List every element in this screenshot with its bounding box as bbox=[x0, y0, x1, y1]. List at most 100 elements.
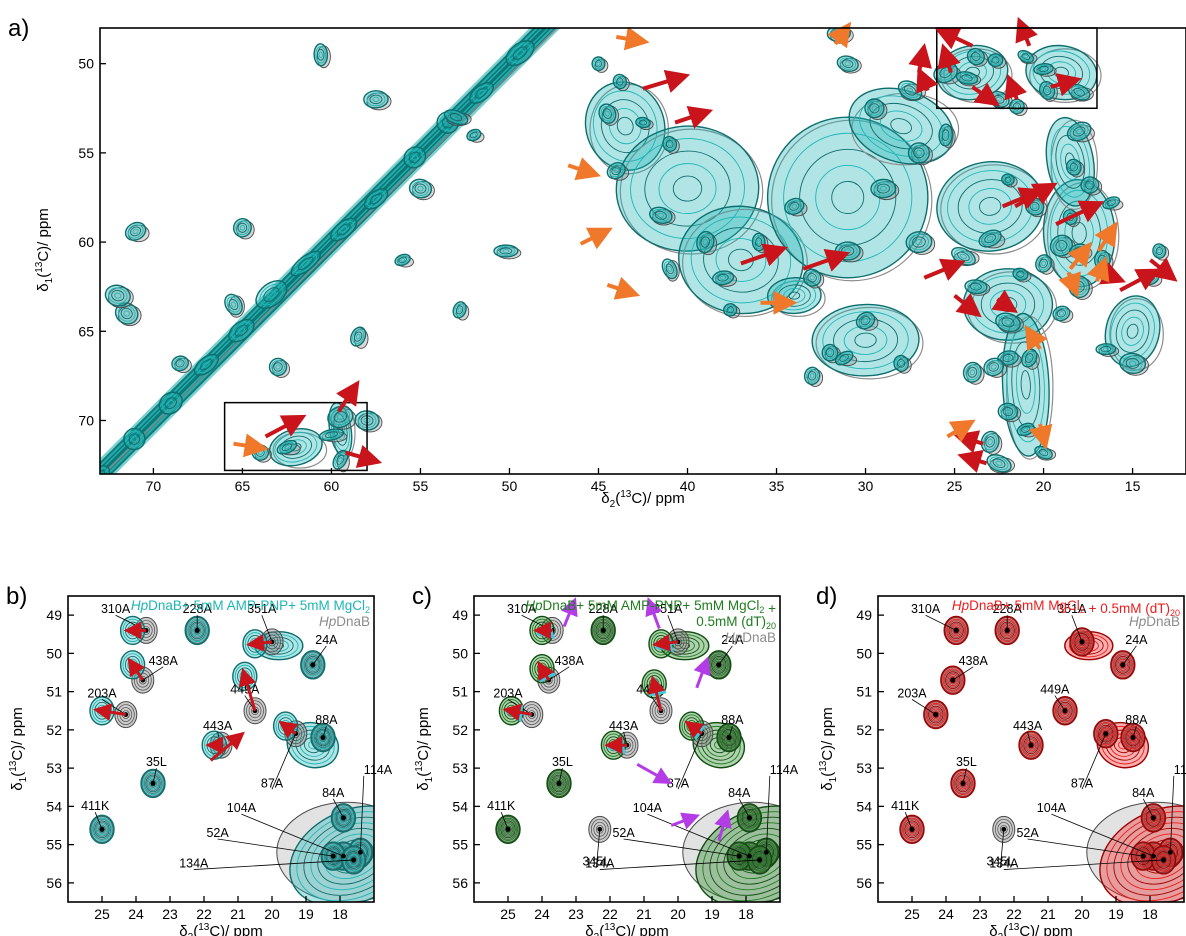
reference-contour bbox=[682, 208, 808, 318]
legend-entry: HpDnaB+ 5mM AMP-PNP+ 5mM MgCl2 + bbox=[525, 598, 776, 616]
x-axis-label-c: δ2(13C)/ ppm bbox=[585, 922, 668, 936]
cross-peak bbox=[1080, 176, 1100, 194]
assignment-label: 52A bbox=[612, 826, 635, 840]
reference-contour bbox=[815, 306, 924, 380]
x-tick-label: 24 bbox=[128, 906, 144, 922]
assignment-leader bbox=[766, 775, 771, 853]
assignment-leader bbox=[647, 813, 750, 857]
cross-peak bbox=[995, 312, 1021, 333]
cross-peak bbox=[784, 197, 805, 215]
cross-peak bbox=[955, 71, 979, 85]
red-arrow bbox=[674, 106, 714, 129]
y-axis-label-a: δ1(13C)/ ppm bbox=[34, 208, 55, 291]
peak-marker bbox=[1103, 731, 1109, 737]
cross-peak bbox=[997, 350, 1019, 366]
x-tick-label: 25 bbox=[94, 906, 110, 922]
assignment-leader bbox=[911, 699, 937, 715]
spectrum-d bbox=[899, 615, 1184, 902]
assignment-label: 114A bbox=[364, 763, 393, 777]
plot-frame-a bbox=[99, 27, 1186, 475]
assignment-label: 87A bbox=[1071, 776, 1094, 790]
cross-peak bbox=[1119, 352, 1147, 375]
assignment-label: 443A bbox=[1013, 719, 1043, 733]
red-arrow bbox=[1055, 200, 1105, 227]
red-arrow bbox=[1001, 187, 1044, 210]
assignment-leader bbox=[322, 726, 327, 738]
x-tick-label: 25 bbox=[904, 906, 920, 922]
assignment-label: 134A bbox=[179, 857, 209, 871]
panel-label-c: c) bbox=[412, 583, 432, 610]
x-tick-label: 24 bbox=[938, 906, 954, 922]
cross-peak bbox=[1094, 249, 1111, 271]
peak-marker bbox=[757, 857, 762, 863]
cross-peak bbox=[1052, 305, 1071, 322]
assignment-leader bbox=[962, 768, 967, 784]
assignment-leader bbox=[142, 666, 164, 681]
assignment-leader bbox=[261, 615, 273, 643]
x-tick-label: 19 bbox=[704, 906, 720, 922]
assignment-label: 203A bbox=[493, 686, 523, 700]
y-tick-label: 52 bbox=[46, 722, 62, 738]
assignment-leader bbox=[152, 768, 157, 784]
assignment-label: 438A bbox=[149, 654, 179, 668]
cross-peak bbox=[978, 229, 1002, 248]
cross-peak bbox=[591, 56, 606, 72]
assignment-leader bbox=[217, 838, 334, 857]
red-arrow bbox=[238, 667, 257, 712]
orange-arrow bbox=[1094, 221, 1118, 253]
x-tick-label: 23 bbox=[568, 906, 584, 922]
assignment-label: 24A bbox=[1125, 633, 1148, 647]
red-arrow bbox=[647, 675, 666, 712]
cross-peak bbox=[661, 258, 678, 280]
assignment-leader bbox=[904, 812, 913, 830]
x-tick-label: 18 bbox=[1142, 906, 1158, 922]
red-arrow bbox=[127, 657, 146, 681]
magenta-arrow bbox=[645, 597, 663, 630]
assignment-label: 35L bbox=[552, 755, 573, 769]
assignment-leader bbox=[623, 838, 740, 857]
red-arrow bbox=[1015, 16, 1038, 47]
reference-contour bbox=[771, 280, 826, 318]
y-tick-label: 52 bbox=[856, 722, 872, 738]
assignment-leader bbox=[500, 812, 509, 830]
orange-arrow bbox=[1024, 324, 1048, 352]
cross-peak bbox=[905, 231, 933, 254]
assignment-leader bbox=[596, 829, 601, 868]
y-tick-label: 55 bbox=[78, 145, 94, 161]
cross-peak bbox=[363, 90, 389, 109]
assignment-label: 24A bbox=[315, 633, 338, 647]
peak-marker bbox=[1001, 826, 1007, 832]
assignment-label: 310A bbox=[911, 602, 941, 616]
peak-marker bbox=[597, 826, 603, 832]
assignment-leader bbox=[241, 813, 344, 857]
panel-label-b: b) bbox=[6, 583, 27, 610]
cross-peak bbox=[124, 221, 147, 241]
x-tick-label: 50 bbox=[502, 478, 518, 494]
x-tick-label: 35 bbox=[769, 478, 785, 494]
orange-arrow bbox=[606, 276, 641, 300]
assignment-label: 228A bbox=[589, 602, 619, 616]
legend-entry: 0.5mM (dT)20 bbox=[696, 614, 776, 631]
orange-arrow bbox=[233, 433, 269, 458]
x-tick-label: 45 bbox=[591, 478, 607, 494]
magenta-arrow bbox=[693, 656, 711, 689]
assignment-label: 88A bbox=[1125, 713, 1148, 727]
legend-entry: HpDnaB bbox=[725, 630, 776, 645]
assignment-leader bbox=[599, 859, 760, 870]
assignment-label: 443A bbox=[609, 719, 639, 733]
assignment-leader bbox=[1054, 695, 1066, 711]
red-arrow bbox=[971, 82, 1000, 107]
y-tick-label: 53 bbox=[856, 760, 872, 776]
red-arrow bbox=[957, 449, 988, 473]
assignment-label: 203A bbox=[897, 686, 927, 700]
assignment-label: 411K bbox=[891, 799, 920, 813]
reference-peak bbox=[998, 315, 1024, 334]
red-arrow bbox=[209, 731, 245, 762]
legend-entry: HpDnaB bbox=[319, 614, 370, 629]
x-tick-label: 25 bbox=[500, 906, 516, 922]
assignment-label: 84A bbox=[1132, 786, 1155, 800]
cross-peak bbox=[276, 439, 298, 455]
cross-peak bbox=[834, 350, 854, 366]
cross-peak bbox=[696, 230, 715, 254]
